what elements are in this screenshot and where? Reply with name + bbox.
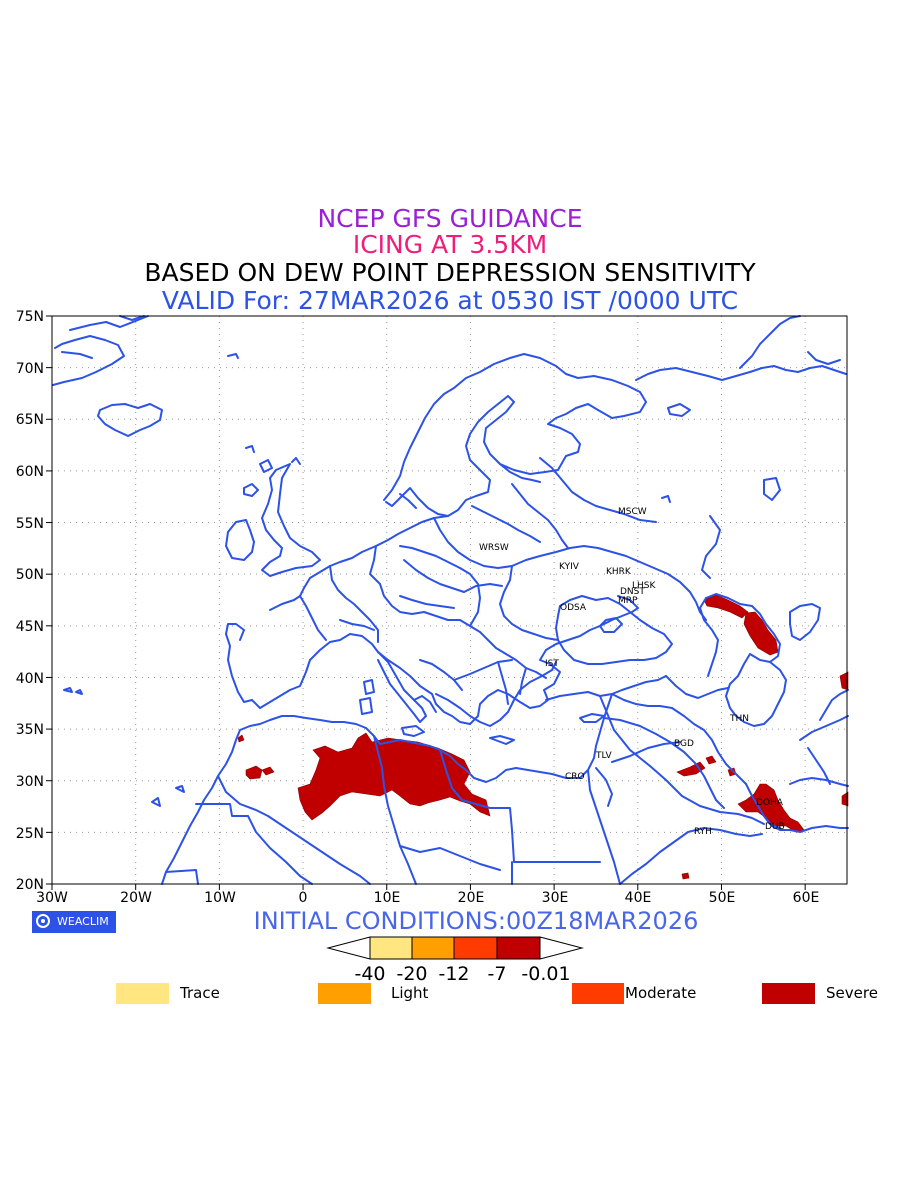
colorbar-label-3: -12 [438, 963, 470, 985]
colorbar-light [411, 936, 455, 960]
lon-label-0: 0 [298, 890, 308, 906]
colorbar-trace [369, 936, 413, 960]
lat-label-45n: 45N [15, 619, 44, 635]
city-label-thn: THN [730, 714, 749, 724]
legend-swatch-light [318, 983, 371, 1004]
colorbar-label-1: -40 [354, 963, 386, 985]
severe-area-morocco-2 [261, 766, 275, 776]
map-gridlines [52, 316, 847, 884]
lon-label-50e: 50E [708, 890, 736, 906]
colorbar-label-5: -0.01 [521, 963, 571, 985]
weaclim-badge-label: WEACLIM [57, 915, 109, 928]
city-label-odsa: ODSA [560, 603, 587, 613]
title-valid-time: VALID For: 27MAR2026 at 0530 IST /0000 U… [161, 286, 739, 315]
colorbar-moderate [453, 936, 498, 960]
severe-area-iran-2 [705, 755, 717, 765]
legend-label-trace: Trace [180, 984, 220, 1002]
legend-label-moderate: Moderate [625, 984, 697, 1002]
lon-label-10w: 10W [204, 890, 236, 906]
city-label-ryh: RYH [694, 827, 712, 837]
colorbar-label-4: -7 [487, 963, 507, 985]
axis-ticks [46, 315, 806, 890]
lon-label-30e: 30E [541, 890, 569, 906]
city-label-khrk: KHRK [606, 567, 631, 577]
legend-swatch-moderate [572, 983, 624, 1004]
city-label-cro: CRO [565, 772, 585, 782]
lon-label-20e: 20E [457, 890, 485, 906]
title-product: ICING AT 3.5KM [352, 230, 548, 259]
colorbar-high-arrow [539, 936, 584, 960]
lon-label-10e: 10E [373, 890, 401, 906]
lon-label-30w: 30W [36, 890, 68, 906]
lon-label-20w: 20W [120, 890, 152, 906]
lat-label-40n: 40N [15, 671, 44, 687]
icing-colorbar [326, 936, 584, 960]
colorbar-severe [496, 936, 541, 960]
severe-area-sahara [297, 732, 491, 821]
city-label-kyiv: KYIV [559, 562, 579, 572]
legend-swatch-severe [762, 983, 815, 1004]
city-label-doha: DOHA [756, 798, 783, 808]
legend-label-severe: Severe [826, 984, 878, 1002]
initial-conditions-label: INITIAL CONDITIONS:00Z18MAR2026 [253, 907, 699, 935]
city-label-tlv: TLV [596, 751, 612, 761]
lat-label-35n: 35N [15, 722, 44, 738]
severe-area-morocco-3 [237, 734, 245, 743]
lat-label-60n: 60N [15, 464, 44, 480]
lon-label-40e: 40E [624, 890, 652, 906]
lat-label-50n: 50N [15, 567, 44, 583]
title-method: BASED ON DEW POINT DEPRESSION SENSITIVIT… [144, 258, 756, 287]
lat-label-75n: 75N [15, 309, 44, 325]
colorbar-low-arrow [326, 936, 371, 960]
city-label-lhsk: LHSK [632, 581, 656, 591]
lat-label-30n: 30N [15, 774, 44, 790]
map-frame [51, 315, 848, 885]
weaclim-logo-icon [36, 914, 50, 928]
weaclim-badge: WEACLIM [32, 911, 116, 933]
coastlines-and-borders [52, 315, 849, 885]
legend-swatch-trace [116, 983, 169, 1004]
lat-label-70n: 70N [15, 361, 44, 377]
severe-area-yemen-edge [681, 872, 690, 880]
lat-label-65n: 65N [15, 412, 44, 428]
city-label-ist: IST [545, 659, 559, 669]
city-label-dub: DUB [765, 822, 785, 832]
severe-area-iraq [676, 761, 706, 777]
severe-area-caspian-north [703, 594, 749, 619]
lat-label-25n: 25N [15, 826, 44, 842]
city-label-bgd: BGD [674, 739, 694, 749]
colorbar-label-2: -20 [396, 963, 428, 985]
severe-area-morocco [245, 765, 263, 780]
city-label-wrsw: WRSW [479, 543, 509, 553]
title-model: NCEP GFS GUIDANCE [317, 204, 583, 233]
city-label-mrp: MRP [618, 596, 638, 606]
city-label-dnst: DNST [620, 587, 645, 597]
lon-label-60e: 60E [792, 890, 820, 906]
lat-label-20n: 20N [15, 877, 44, 893]
lat-label-55n: 55N [15, 516, 44, 532]
city-label-mscw: MSCW [618, 507, 647, 517]
legend-label-light: Light [391, 984, 429, 1002]
